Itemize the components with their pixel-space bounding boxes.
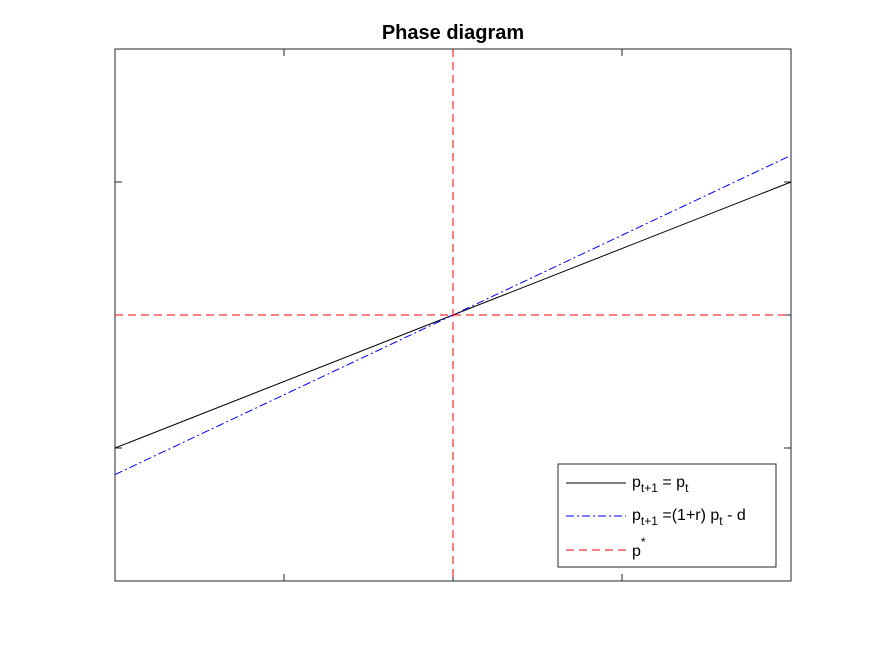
legend-entry-identity: pt+1 = pt [632,474,689,495]
legend-entry-steady-state: p* [632,535,646,560]
chart-title: Phase diagram [382,22,524,44]
series-layer [114,49,792,581]
plot-area [114,48,792,582]
legend: pt+1 = pt pt+1 =(1+r) pt - d p* [557,463,777,568]
legend-entry-dynamics: pt+1 =(1+r) pt - d [632,507,746,528]
